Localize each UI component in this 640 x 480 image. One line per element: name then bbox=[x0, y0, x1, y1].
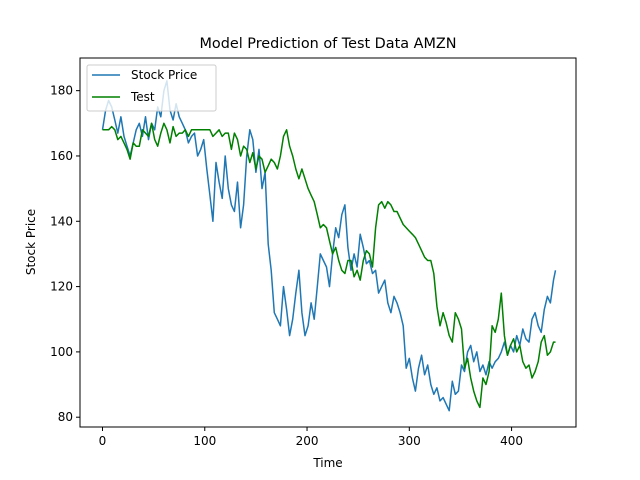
x-tick-label: 400 bbox=[500, 434, 523, 448]
x-tick-label: 100 bbox=[193, 434, 216, 448]
legend: Stock Price Test bbox=[86, 64, 217, 112]
series-line-1 bbox=[101, 80, 557, 412]
plot-area: 0 100 200 300 400 80 100 120 140 160 180 bbox=[50, 57, 577, 448]
y-tick-label: 180 bbox=[50, 84, 73, 98]
legend-label-1: Stock Price bbox=[131, 68, 197, 82]
x-tick-label: 300 bbox=[398, 434, 421, 448]
y-tick-label: 120 bbox=[50, 280, 73, 294]
series-line-2 bbox=[102, 122, 556, 409]
y-tick-label: 100 bbox=[50, 345, 73, 359]
axes-frame bbox=[79, 57, 577, 428]
y-axis-ticks: 80 100 120 140 160 180 bbox=[50, 84, 80, 424]
y-axis-label: Stock Price bbox=[24, 209, 38, 275]
y-tick-label: 80 bbox=[58, 410, 73, 424]
y-tick-label: 140 bbox=[50, 214, 73, 228]
legend-box bbox=[86, 64, 217, 112]
chart-title: Model Prediction of Test Data AMZN bbox=[199, 36, 456, 52]
legend-label-2: Test bbox=[130, 90, 155, 104]
x-tick-label: 0 bbox=[99, 434, 107, 448]
x-axis-label: Time bbox=[312, 456, 342, 470]
x-axis-ticks: 0 100 200 300 400 bbox=[99, 427, 523, 448]
series-layer bbox=[101, 80, 557, 412]
y-tick-label: 160 bbox=[50, 149, 73, 163]
x-tick-label: 200 bbox=[296, 434, 319, 448]
